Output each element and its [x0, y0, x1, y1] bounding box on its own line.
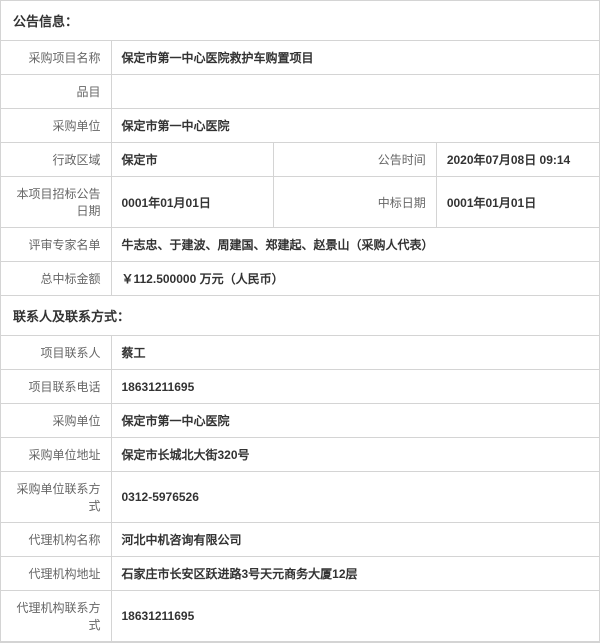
category-label: 品目 [1, 75, 111, 109]
contact-phone-value: 18631211695 [111, 370, 599, 404]
purchaser-label: 采购单位 [1, 109, 111, 143]
experts-label: 评审专家名单 [1, 228, 111, 262]
contact-purchaser-value: 保定市第一中心医院 [111, 404, 599, 438]
category-value [111, 75, 599, 109]
announce-time-value: 2020年07月08日 09:14 [436, 143, 599, 177]
award-date-label: 中标日期 [274, 177, 437, 228]
project-name-value: 保定市第一中心医院救护车购置项目 [111, 41, 599, 75]
agency-addr-label: 代理机构地址 [1, 557, 111, 591]
agency-name-value: 河北中机咨询有限公司 [111, 523, 599, 557]
region-label: 行政区域 [1, 143, 111, 177]
purchaser-contact-label: 采购单位联系方式 [1, 472, 111, 523]
bid-date-value: 0001年01月01日 [111, 177, 274, 228]
purchaser-contact-value: 0312-5976526 [111, 472, 599, 523]
contact-person-value: 蔡工 [111, 336, 599, 370]
contact-phone-label: 项目联系电话 [1, 370, 111, 404]
contact-person-label: 项目联系人 [1, 336, 111, 370]
purchaser-value: 保定市第一中心医院 [111, 109, 599, 143]
award-date-value: 0001年01月01日 [436, 177, 599, 228]
info-section-header: 公告信息： [1, 1, 599, 41]
agency-addr-value: 石家庄市长安区跃进路3号天元商务大厦12层 [111, 557, 599, 591]
experts-value: 牛志忠、于建波、周建国、郑建起、赵景山（采购人代表） [111, 228, 599, 262]
agency-contact-label: 代理机构联系方式 [1, 591, 111, 642]
bid-date-label: 本项目招标公告日期 [1, 177, 111, 228]
total-amount-label: 总中标金额 [1, 262, 111, 296]
total-amount-value: ￥112.500000 万元（人民币） [111, 262, 599, 296]
purchaser-addr-label: 采购单位地址 [1, 438, 111, 472]
info-table: 采购项目名称 保定市第一中心医院救护车购置项目 品目 采购单位 保定市第一中心医… [1, 41, 599, 296]
region-value: 保定市 [111, 143, 274, 177]
project-name-label: 采购项目名称 [1, 41, 111, 75]
agency-name-label: 代理机构名称 [1, 523, 111, 557]
contact-purchaser-label: 采购单位 [1, 404, 111, 438]
announce-time-label: 公告时间 [274, 143, 437, 177]
contact-section-header: 联系人及联系方式： [1, 296, 599, 336]
agency-contact-value: 18631211695 [111, 591, 599, 642]
purchaser-addr-value: 保定市长城北大街320号 [111, 438, 599, 472]
contact-table: 项目联系人 蔡工 项目联系电话 18631211695 采购单位 保定市第一中心… [1, 336, 599, 642]
announcement-container: 公告信息： 采购项目名称 保定市第一中心医院救护车购置项目 品目 采购单位 保定… [0, 0, 600, 643]
